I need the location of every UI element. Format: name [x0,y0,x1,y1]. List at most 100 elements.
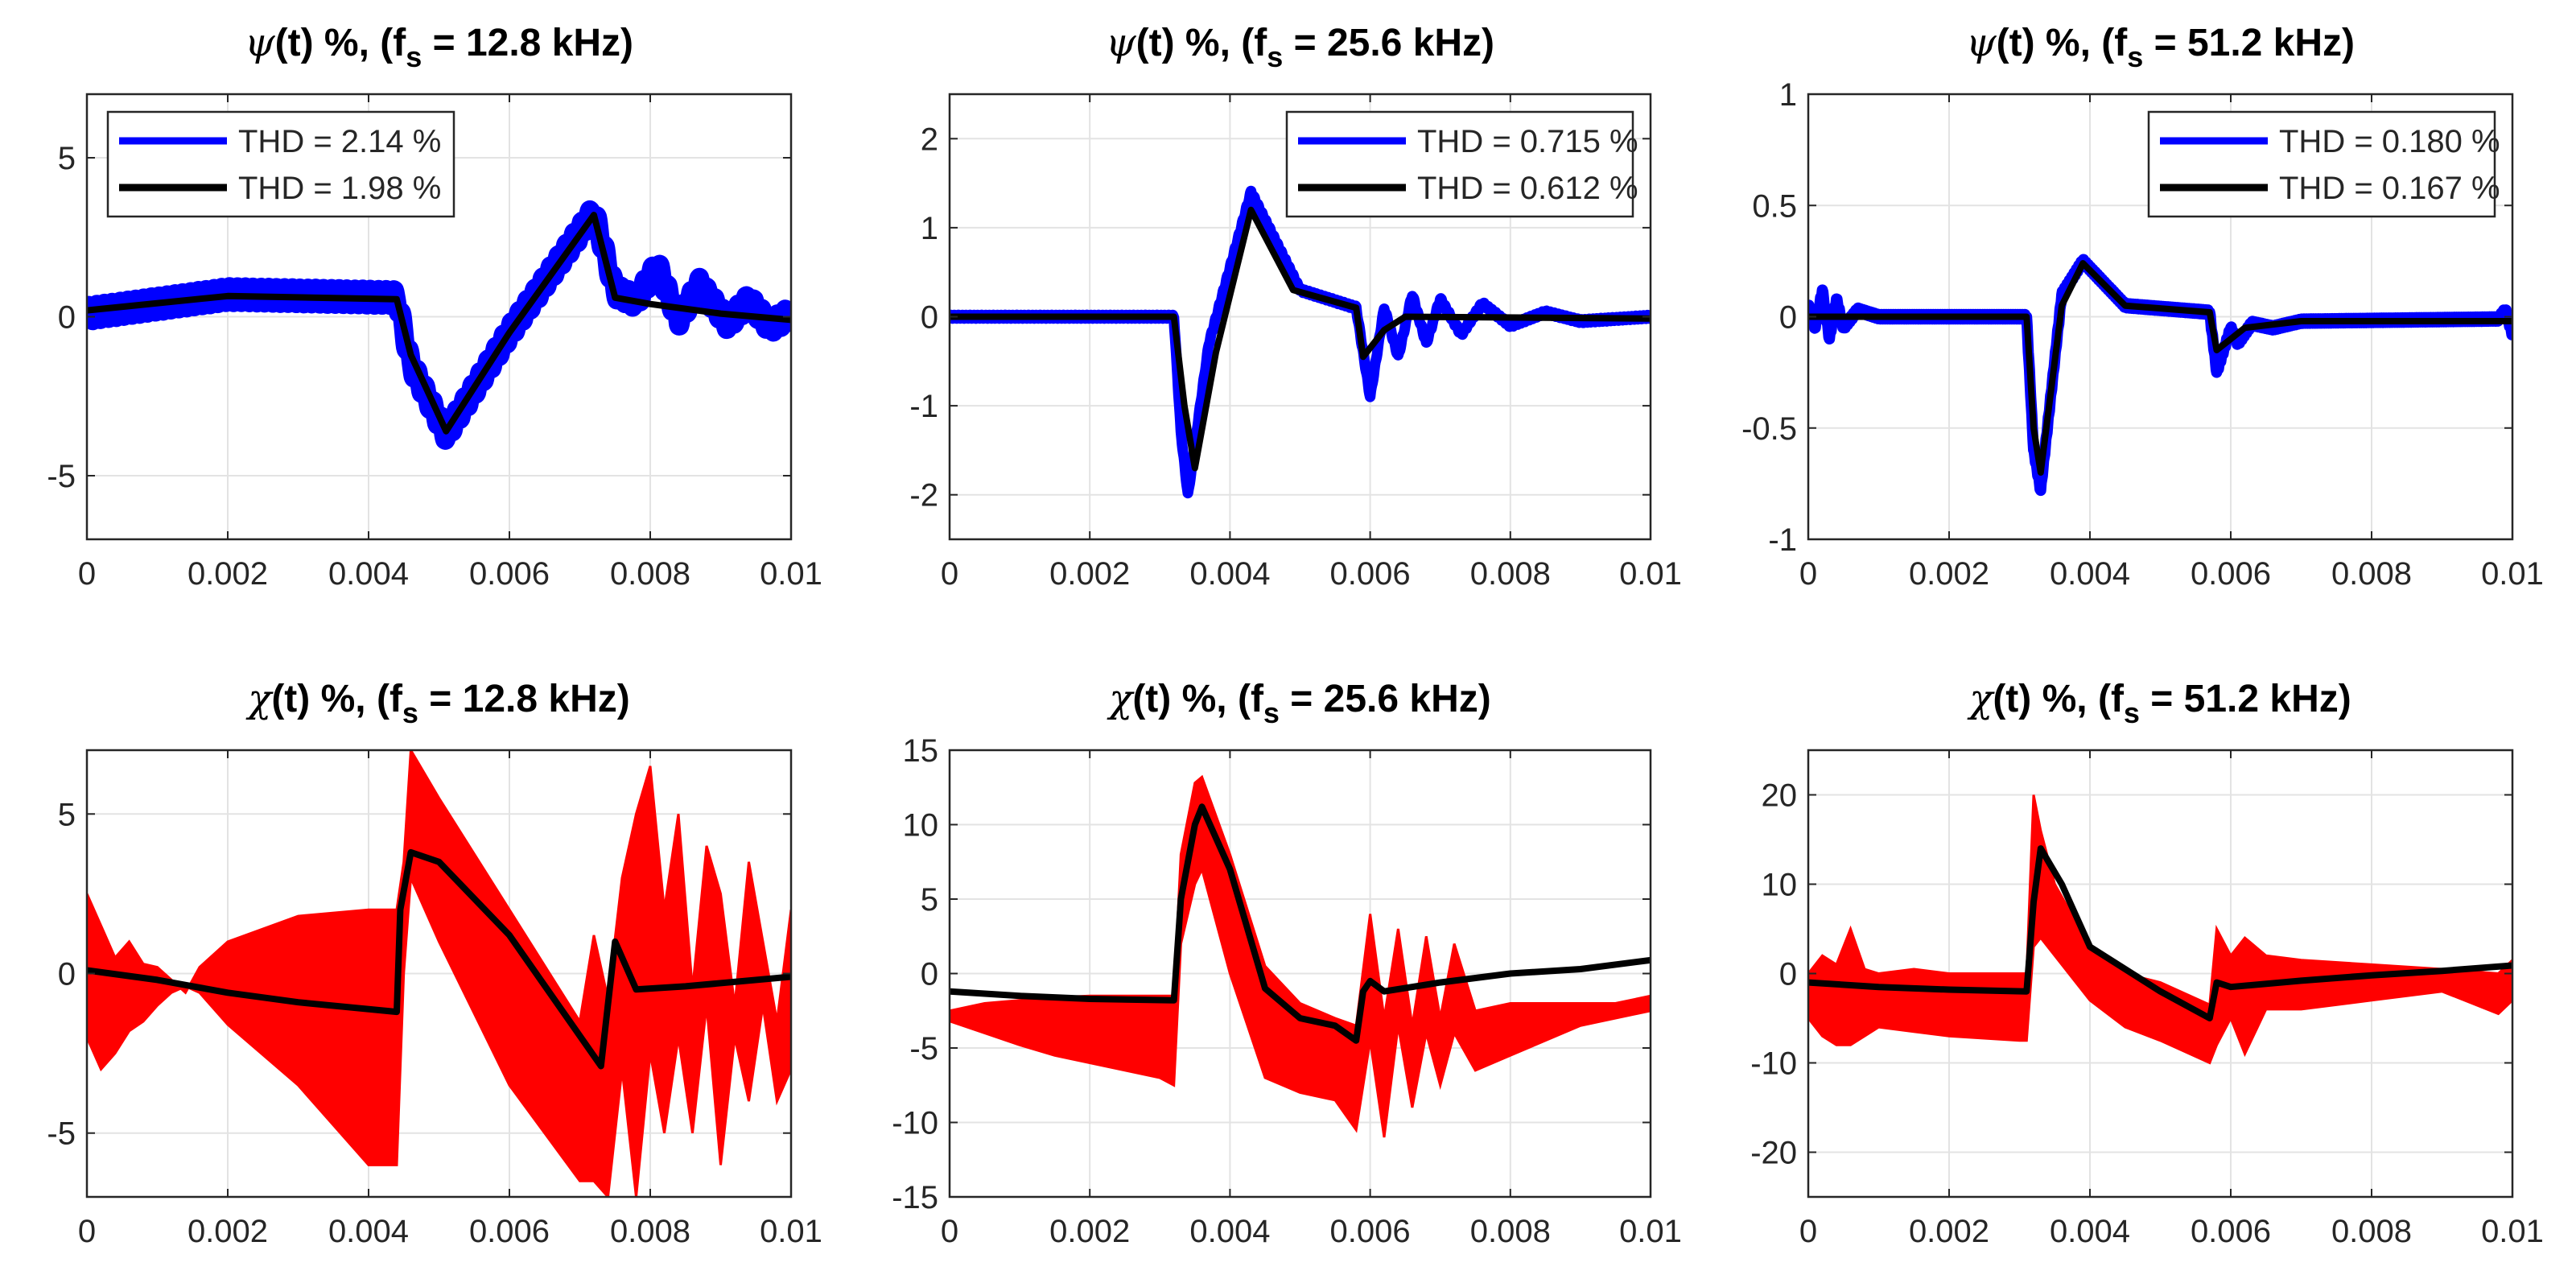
series-group [950,185,1651,499]
legend: THD = 0.715 % THD = 0.612 % [1285,110,1638,218]
x-tick-label: 0.002 [1909,1214,1989,1249]
legend: THD = 0.180 % THD = 0.167 % [2147,110,2500,218]
title-text-end: = 51.2 kHz) [2143,22,2355,64]
y-tick-label: -1 [909,389,938,424]
series-line-2 [1808,260,2512,476]
chart-panel-2: 0 0.002 0.004 0.006 0.008 0.01 -2 -1 0 1 2 ψ(t) %, … [909,20,1682,592]
x-tick-label: 0.008 [1470,556,1551,592]
legend-label: THD = 0.715 % [1417,124,1638,159]
title-text-end: = 12.8 kHz) [422,22,633,64]
y-tick-label: 5 [921,882,938,918]
y-tick-label: -10 [1750,1046,1797,1082]
x-tick-label: 0.01 [2481,1214,2544,1249]
legend-label: THD = 1.98 % [238,171,441,206]
title-subscript: s [2124,696,2140,729]
title-text: (t) %, (f [271,678,403,720]
x-tick-label: 0.004 [1189,556,1270,592]
y-tick-label: 0 [58,300,76,336]
y-tick-label: 0 [921,300,938,336]
x-tick-label: 0 [941,556,958,592]
legend-box [1285,110,1634,218]
x-tick-label: 0.004 [328,1214,409,1249]
title-text-end: = 25.6 kHz) [1280,678,1491,720]
y-tick-label: 5 [58,141,76,176]
y-tick-label: -15 [892,1180,938,1215]
title-text: (t) %, (f [1993,678,2125,720]
title-subscript: s [406,40,422,73]
legend-box [2147,110,2496,218]
chart-title: ψ(t) %, (fs = 51.2 kHz) [1966,20,2355,73]
title-text: (t) %, (f [275,22,407,64]
series-group [87,200,791,450]
y-tick-label: -5 [47,459,76,494]
chart-panel-1: 0 0.002 0.004 0.006 0.008 0.01 -5 0 5 ψ(t) %, (fs… [47,20,822,592]
x-tick-label: 0.006 [1330,1214,1411,1249]
series-group [1808,794,2512,1065]
y-tick-label: -1 [1768,522,1797,558]
x-tick-label: 0.006 [469,1214,550,1249]
y-tick-label: 10 [903,808,939,844]
x-tick-label: 0.004 [1189,1214,1270,1249]
x-tick-label: 0 [78,1214,96,1249]
y-tick-label: -20 [1750,1136,1797,1171]
series-line-2 [950,206,1651,472]
y-tick-label: -5 [47,1116,76,1152]
y-tick-label: 1 [921,211,938,246]
x-tick-label: 0.01 [1619,1214,1682,1249]
x-tick-label: 0.006 [2191,556,2271,592]
title-text: (t) %, (f [1136,22,1268,64]
y-tick-label: 0 [58,957,76,992]
x-tick-label: 0 [1799,556,1817,592]
series-group [1808,254,2512,497]
x-tick-label: 0.008 [2331,1214,2412,1249]
y-tick-label: 5 [58,797,76,832]
legend-label: THD = 0.612 % [1417,171,1638,206]
title-text: (t) %, (f [1997,22,2129,64]
chart-title: ψ(t) %, (fs = 12.8 kHz) [245,20,633,73]
x-tick-label: 0.002 [1909,556,1989,592]
legend-box [106,110,455,218]
x-tick-label: 0.004 [2050,1214,2130,1249]
title-text-end: = 12.8 kHz) [418,678,630,720]
x-tick-label: 0.01 [760,1214,822,1249]
x-tick-label: 0 [941,1214,958,1249]
chart-title: χ(t) %, (fs = 51.2 kHz) [1967,676,2351,729]
chart-title: χ(t) %, (fs = 12.8 kHz) [245,676,630,729]
title-symbol: χ [1967,676,1995,721]
x-tick-label: 0.008 [610,1214,690,1249]
x-tick-label: 0.006 [2191,1214,2271,1249]
y-tick-label: -5 [909,1031,938,1067]
chart-panel-4: 0 0.002 0.004 0.006 0.008 0.01 -5 0 5 χ(t) %, (fs… [47,676,822,1249]
y-tick-label: 10 [1762,868,1798,903]
chart-title: ψ(t) %, (fs = 25.6 kHz) [1106,20,1494,73]
title-symbol: ψ [1966,20,1997,65]
chart-title: χ(t) %, (fs = 25.6 kHz) [1107,676,1491,729]
y-tick-label: 0 [1779,957,1797,992]
chart-panel-3: 0 0.002 0.004 0.006 0.008 0.01 -1 -0.5 0 0.5 1 ψ(t)… [1741,20,2544,592]
title-text: (t) %, (f [1132,678,1264,720]
x-tick-label: 0.006 [469,556,550,592]
y-tick-label: 15 [903,733,939,769]
y-tick-label: 0.5 [1752,188,1797,224]
series-line-2 [1808,845,2512,1021]
y-tick-label: 0 [1779,300,1797,336]
x-tick-label: 0.002 [1049,1214,1130,1249]
title-text-end: = 51.2 kHz) [2140,678,2351,720]
x-tick-label: 0.002 [188,1214,268,1249]
series-group [87,750,791,1197]
y-tick-label: 0 [921,957,938,992]
x-tick-label: 0.01 [1619,556,1682,592]
x-tick-label: 0.004 [328,556,409,592]
legend-label: THD = 0.180 % [2279,124,2500,159]
x-tick-label: 0.01 [760,556,822,592]
x-tick-label: 0.004 [2050,556,2130,592]
title-subscript: s [402,696,418,729]
y-tick-label: -10 [892,1106,938,1141]
y-tick-label: -0.5 [1741,411,1797,447]
x-tick-label: 0.008 [2331,556,2412,592]
x-tick-label: 0.008 [610,556,690,592]
title-symbol: χ [1107,676,1135,721]
legend-label: THD = 0.167 % [2279,171,2500,206]
x-tick-label: 0 [78,556,96,592]
title-text-end: = 25.6 kHz) [1283,22,1494,64]
